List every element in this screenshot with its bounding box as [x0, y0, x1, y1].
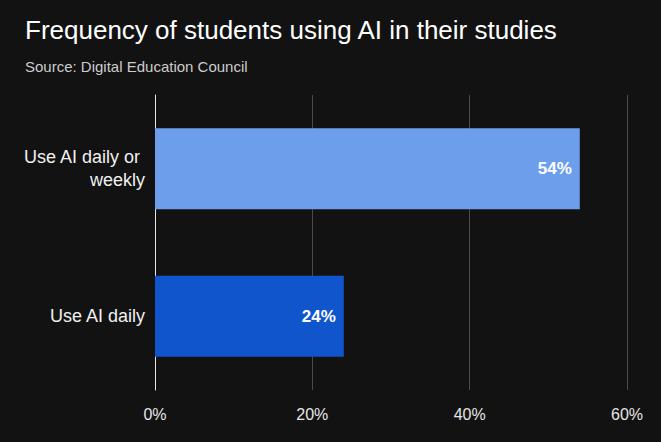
svg-text:Source: Digital Education Coun: Source: Digital Education Council — [25, 58, 248, 75]
svg-text:24%: 24% — [302, 307, 336, 326]
svg-text:60%: 60% — [611, 406, 643, 423]
svg-text:Frequency of students using AI: Frequency of students using AI in their … — [25, 15, 557, 45]
svg-text:40%: 40% — [454, 406, 486, 423]
svg-text:weekly: weekly — [89, 170, 145, 190]
svg-text:54%: 54% — [538, 159, 572, 178]
svg-text:Use AI daily: Use AI daily — [50, 306, 145, 326]
svg-text:0%: 0% — [143, 406, 166, 423]
svg-text:Use AI daily or: Use AI daily or — [24, 147, 145, 167]
svg-text:20%: 20% — [296, 406, 328, 423]
